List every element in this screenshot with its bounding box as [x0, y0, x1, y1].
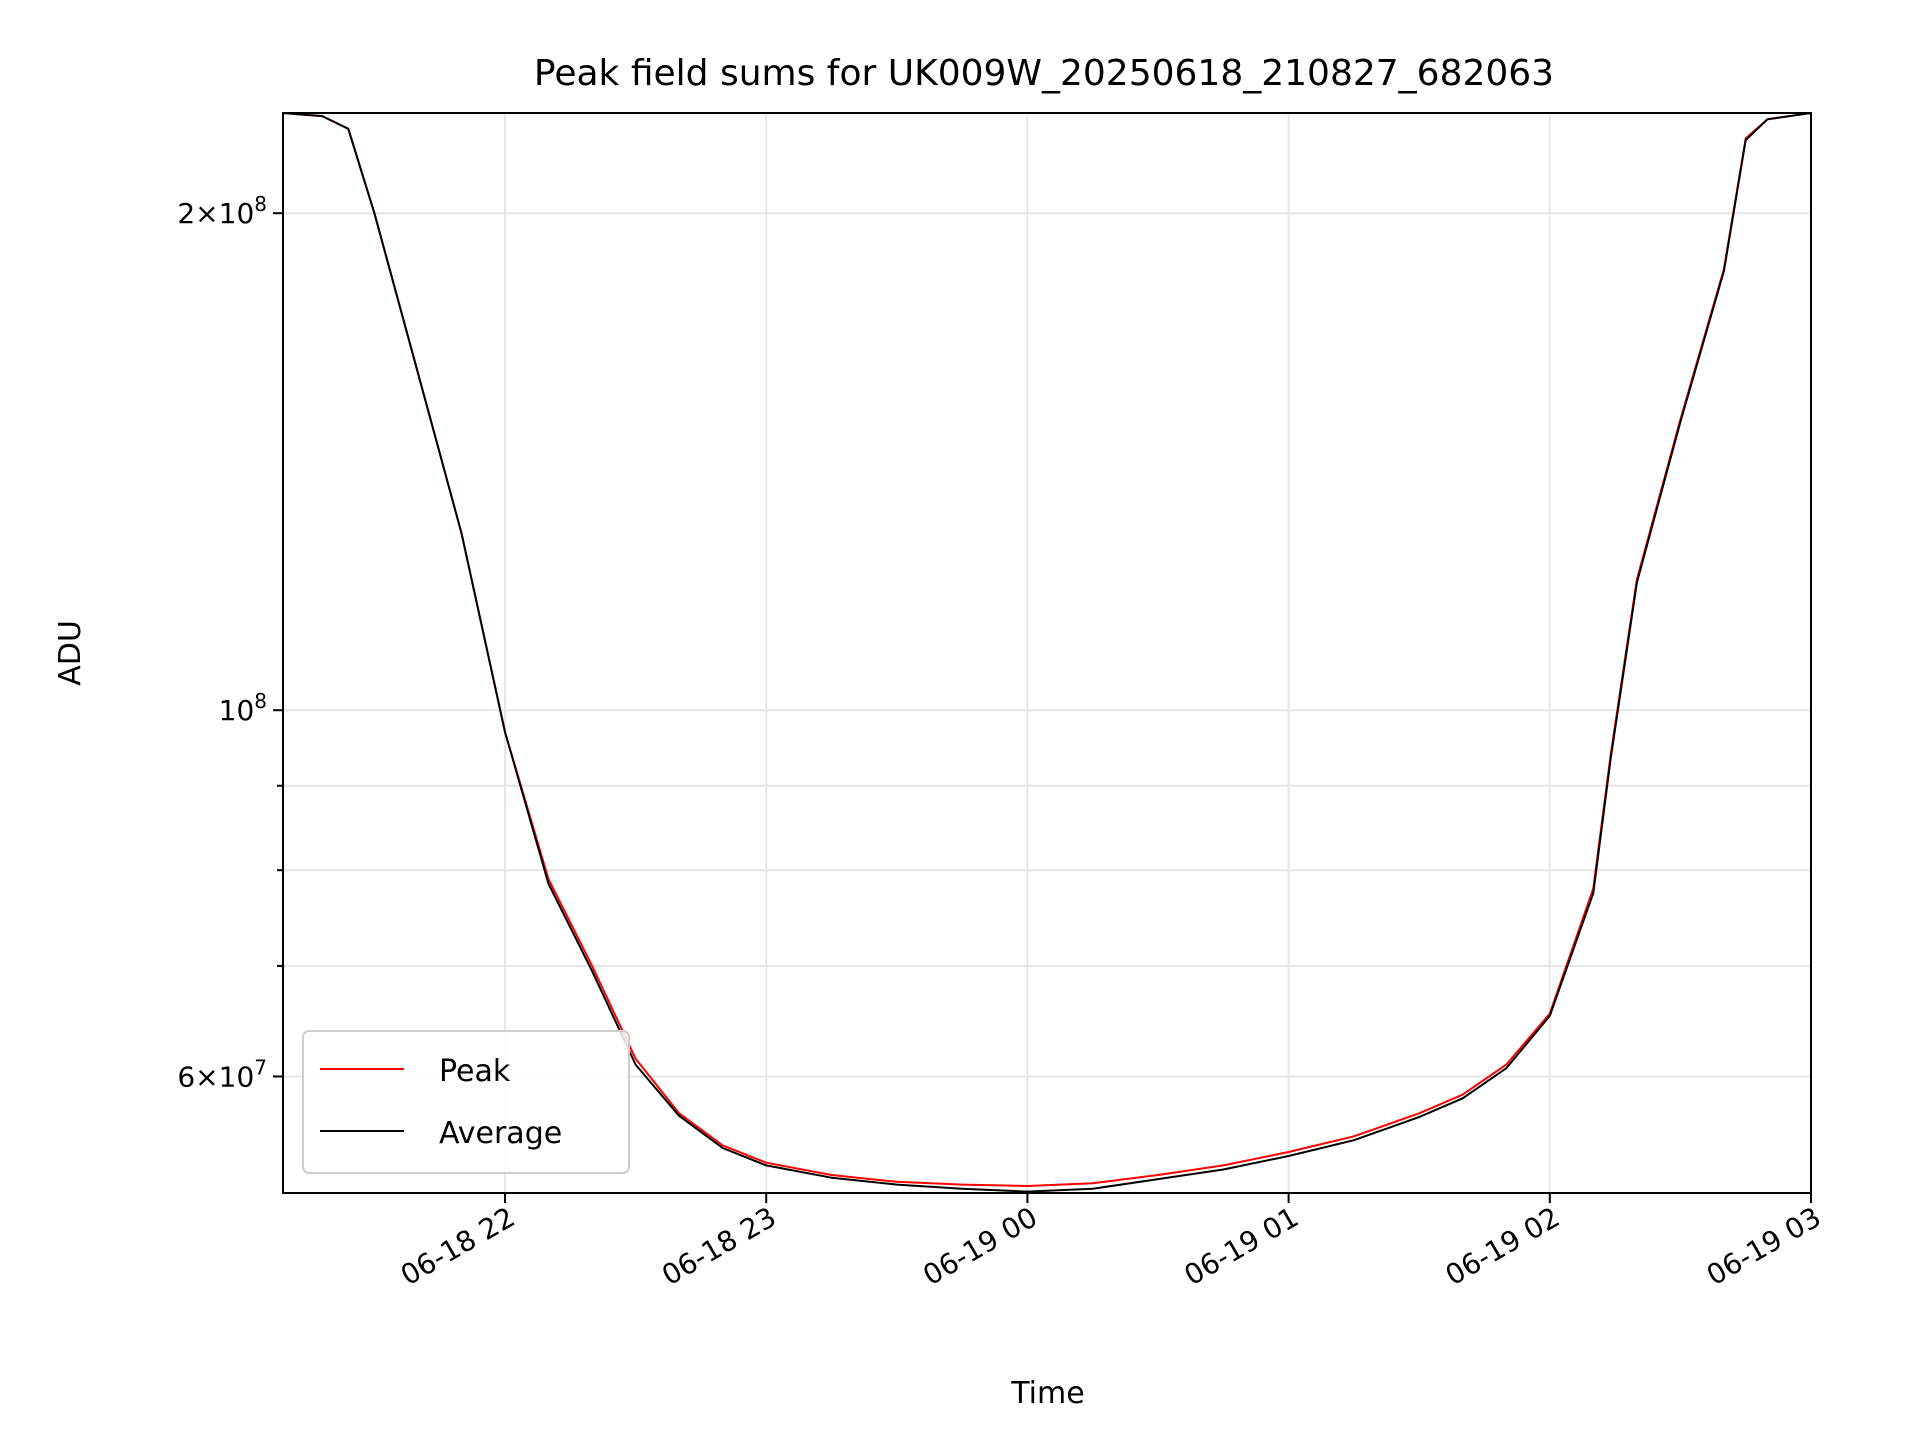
y-tick-label: 6×107 — [177, 1055, 267, 1093]
plot-frame — [282, 112, 1812, 1194]
legend: Peak Average — [302, 1030, 630, 1174]
y-tick-label: 2×108 — [177, 192, 267, 230]
y-axis-ticks: 2×108 108 6×107 — [177, 192, 283, 1093]
y-tick-label: 108 — [219, 689, 267, 727]
x-axis-label: Time — [1010, 1376, 1084, 1411]
chart-title: Peak field sums for UK009W_20250618_2108… — [534, 53, 1554, 94]
series-line-average — [282, 112, 1812, 1193]
series-lines — [282, 112, 1812, 1193]
y-axis-label: ADU — [53, 620, 88, 686]
legend-box — [302, 1030, 630, 1174]
legend-peak-label: Peak — [439, 1054, 511, 1089]
legend-average-label: Average — [439, 1116, 562, 1151]
